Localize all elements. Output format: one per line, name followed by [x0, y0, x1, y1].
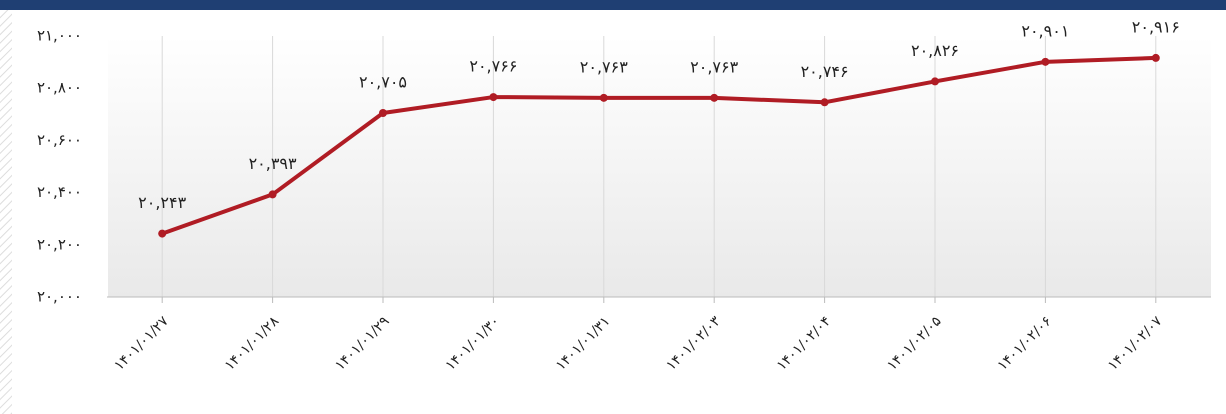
marker	[599, 93, 608, 102]
y-tick-label: ۲۱,۰۰۰	[37, 27, 82, 45]
data-label: ۲۰,۷۶۳	[580, 57, 628, 76]
marker	[820, 98, 829, 107]
y-tick-label: ۲۰,۰۰۰	[37, 288, 82, 306]
header-bar	[0, 0, 1226, 10]
data-label: ۲۰,۷۴۶	[801, 62, 849, 81]
x-tick-label: ۱۴۰۱/۰۱/۲۹	[332, 313, 393, 374]
data-label: ۲۰,۷۶۶	[469, 57, 517, 76]
marker	[710, 93, 719, 102]
x-tick-label: ۱۴۰۱/۰۲/۰۶	[995, 313, 1056, 374]
y-tick-label: ۲۰,۸۰۰	[37, 79, 82, 97]
data-label: ۲۰,۹۰۱	[1021, 21, 1069, 40]
plot-area	[108, 36, 1211, 297]
data-label: ۲۰,۲۴۳	[138, 193, 186, 212]
data-label: ۲۰,۹۱۶	[1132, 17, 1180, 36]
y-tick-label: ۲۰,۶۰۰	[37, 131, 82, 149]
x-tick-label: ۱۴۰۱/۰۱/۳۰	[443, 313, 504, 374]
marker	[1041, 57, 1050, 66]
x-tick-label: ۱۴۰۱/۰۲/۰۴	[774, 313, 835, 374]
data-label: ۲۰,۳۹۳	[249, 154, 297, 173]
x-tick-label: ۱۴۰۱/۰۱/۲۸	[222, 313, 283, 374]
marker	[489, 93, 498, 102]
data-label: ۲۰,۷۶۳	[690, 57, 738, 76]
x-tick-label: ۱۴۰۱/۰۱/۳۱	[553, 313, 614, 374]
y-tick-label: ۲۰,۲۰۰	[37, 235, 82, 253]
marker	[379, 108, 387, 117]
side-strip	[0, 10, 12, 414]
x-tick-label: ۱۴۰۱/۰۱/۲۷	[111, 313, 172, 374]
x-tick-label: ۱۴۰۱/۰۲/۰۵	[884, 313, 945, 374]
marker	[931, 77, 939, 86]
data-label: ۲۰,۸۲۶	[911, 41, 959, 60]
marker	[268, 190, 277, 199]
line	[161, 55, 1156, 236]
x-tick-label: ۱۴۰۱/۰۲/۰۷	[1105, 313, 1166, 374]
x-tick-label: ۱۴۰۱/۰۲/۰۳	[663, 313, 724, 374]
marker	[158, 229, 167, 238]
y-tick-label: ۲۰,۴۰۰	[37, 183, 82, 201]
data-label: ۲۰,۷۰۵	[359, 72, 407, 91]
marker	[1151, 53, 1160, 62]
